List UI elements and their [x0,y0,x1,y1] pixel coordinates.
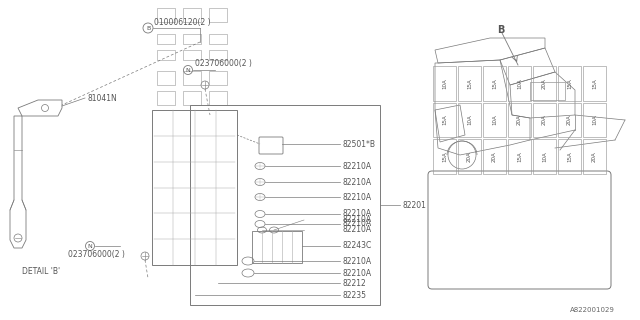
Bar [209,91,227,105]
Bar [209,8,227,22]
Bar [558,66,581,101]
Bar [558,103,581,137]
Bar [458,139,481,174]
Text: 82210A: 82210A [342,215,371,225]
Text: 15A: 15A [592,78,597,89]
Text: 20A: 20A [542,115,547,125]
Bar [583,139,606,174]
Text: 10A: 10A [592,115,597,125]
Bar [209,71,227,85]
Text: 023706000(2 ): 023706000(2 ) [195,59,252,68]
Bar [157,71,175,85]
Bar [583,103,606,137]
Text: 82201: 82201 [402,201,426,210]
Text: 15A: 15A [567,78,572,89]
Bar [508,139,531,174]
Text: 82210A: 82210A [342,178,371,187]
Bar [183,91,201,105]
Text: 023706000(2 ): 023706000(2 ) [68,250,125,259]
Text: 20A: 20A [517,115,522,125]
Text: 82210A: 82210A [342,193,371,202]
Text: DETAIL 'B': DETAIL 'B' [22,268,60,276]
Bar [433,103,456,137]
Text: 010006120(2 ): 010006120(2 ) [154,18,211,27]
Text: 82501*B: 82501*B [342,140,375,148]
Text: 15A: 15A [492,78,497,89]
Bar [183,8,201,22]
Bar [433,66,456,101]
Bar [209,50,227,60]
Text: 82210A: 82210A [342,268,371,277]
Bar [558,139,581,174]
Text: B: B [497,25,504,35]
Bar [533,103,556,137]
Text: 20A: 20A [567,115,572,125]
Bar [183,34,201,44]
Text: 81041N: 81041N [87,93,116,102]
Bar [508,103,531,137]
Bar [252,231,302,263]
Bar [533,139,556,174]
Text: 10A: 10A [517,78,522,89]
Bar [157,8,175,22]
Bar [183,71,201,85]
Bar [152,110,237,265]
Bar [533,66,556,101]
Text: 15A: 15A [442,115,447,125]
Bar [508,66,531,101]
Bar [483,66,506,101]
Text: 20A: 20A [492,151,497,162]
Text: 15A: 15A [517,151,522,162]
Text: 20A: 20A [592,151,597,162]
Bar [209,34,227,44]
Bar [483,103,506,137]
Bar [458,66,481,101]
Text: 10A: 10A [467,115,472,125]
Text: B: B [146,26,150,30]
Text: 82212: 82212 [342,278,365,287]
Text: 82210A: 82210A [342,210,371,219]
Text: 82210A: 82210A [342,226,371,235]
Text: 82210A: 82210A [342,220,371,228]
Text: 15A: 15A [467,78,472,89]
Text: 15A: 15A [442,151,447,162]
Bar [433,139,456,174]
Text: A822001029: A822001029 [570,307,615,313]
Bar [157,50,175,60]
Bar [183,50,201,60]
Bar [190,105,380,305]
Text: 82243C: 82243C [342,242,371,251]
Text: 10A: 10A [492,115,497,125]
Text: 10A: 10A [542,151,547,162]
Text: 20A: 20A [467,151,472,162]
Bar [530,82,565,100]
Bar [483,139,506,174]
Text: N: N [186,68,190,73]
Text: 20A: 20A [542,78,547,89]
Bar [157,91,175,105]
Bar [583,66,606,101]
Text: 10A: 10A [442,78,447,89]
Bar [157,34,175,44]
Text: 82210A: 82210A [342,162,371,171]
Bar [458,103,481,137]
Text: 82235: 82235 [342,291,366,300]
Text: 82210A: 82210A [342,257,371,266]
Text: N: N [88,244,92,249]
Text: 15A: 15A [567,151,572,162]
